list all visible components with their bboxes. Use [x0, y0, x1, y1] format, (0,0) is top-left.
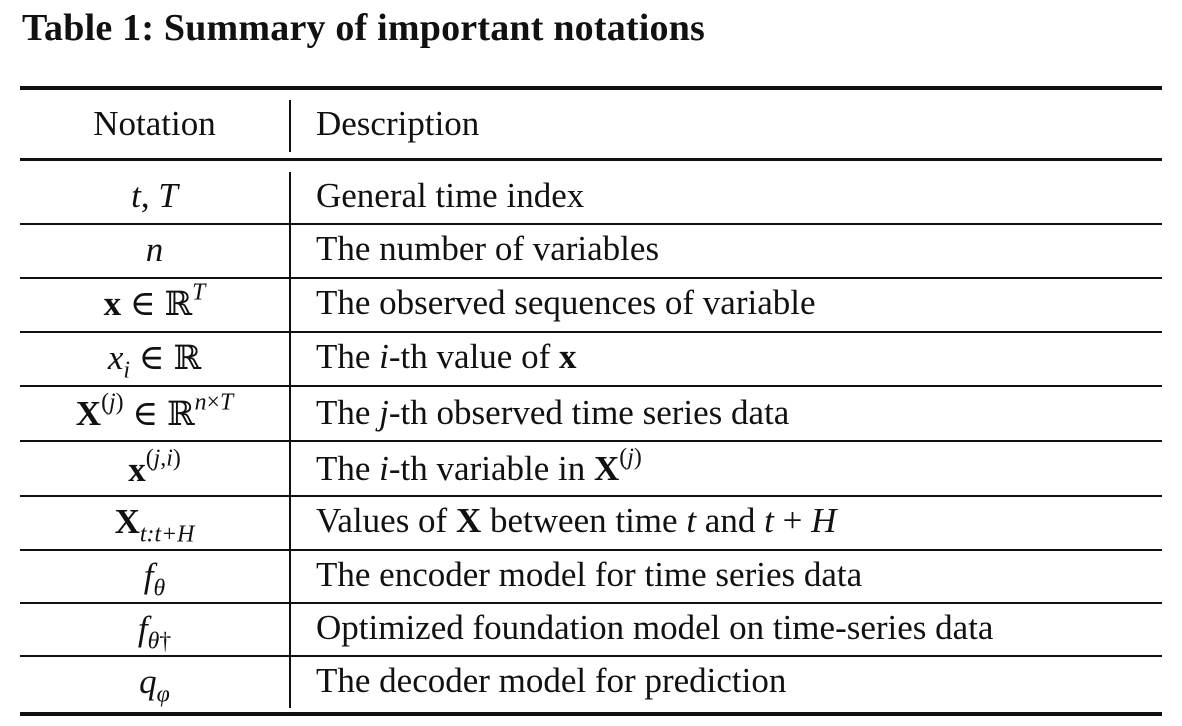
- bottom-rule: [20, 712, 1162, 716]
- description-cell: General time index: [316, 176, 585, 215]
- row-divider: [20, 602, 1162, 604]
- notation-cell: Xt:t+H: [114, 502, 195, 548]
- row-divider: [20, 655, 1162, 657]
- description-cell: The j-th observed time series data: [316, 393, 790, 432]
- notation-cell: xi ∈ ℝ: [107, 338, 202, 384]
- row-divider: [20, 223, 1162, 225]
- column-divider: [289, 172, 291, 708]
- top-rule: [20, 86, 1162, 90]
- notation-cell: fθ†: [137, 609, 172, 655]
- notation-cell: qφ: [139, 662, 170, 708]
- notation-cell: x(j,i): [128, 445, 181, 489]
- header-description: Description: [316, 104, 480, 143]
- notation-cell: n: [145, 230, 164, 269]
- description-cell: Values of X between time t and t + H: [316, 501, 837, 540]
- description-cell: The encoder model for time series data: [316, 555, 863, 594]
- header-rule: [20, 158, 1162, 161]
- row-divider: [20, 277, 1162, 279]
- row-divider: [20, 549, 1162, 551]
- table-caption: Table 1: Summary of important notations: [22, 7, 706, 49]
- row-divider: [20, 331, 1162, 333]
- column-divider: [289, 100, 291, 152]
- description-cell: The i-th variable in X(j): [316, 444, 642, 488]
- notation-cell: x ∈ ℝT: [103, 279, 206, 323]
- description-cell: The decoder model for prediction: [316, 661, 787, 700]
- row-divider: [20, 385, 1162, 387]
- description-cell: The number of variables: [316, 229, 660, 268]
- row-divider: [20, 440, 1162, 442]
- header-notation: Notation: [93, 104, 216, 143]
- notation-cell: t, T: [131, 176, 178, 215]
- description-cell: The i-th value of x: [316, 337, 577, 376]
- notation-cell: fθ: [143, 556, 166, 602]
- row-divider: [20, 495, 1162, 497]
- description-cell: Optimized foundation model on time-serie…: [316, 608, 994, 647]
- notation-cell: X(j) ∈ ℝn×T: [75, 389, 234, 433]
- description-cell: The observed sequences of variable: [316, 283, 816, 322]
